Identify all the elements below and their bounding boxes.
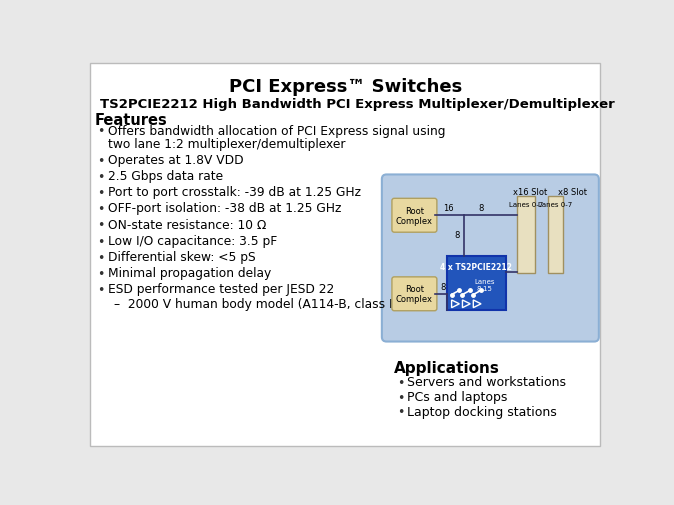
Text: –  2000 V human body model (A114-B, class II): – 2000 V human body model (A114-B, class… — [114, 297, 401, 310]
Text: TS2PCIE2212 High Bandwidth PCI Express Multiplexer/Demultiplexer: TS2PCIE2212 High Bandwidth PCI Express M… — [100, 97, 615, 111]
Text: Lanes 0-7: Lanes 0-7 — [539, 201, 573, 207]
FancyBboxPatch shape — [382, 175, 599, 342]
Text: Laptop docking stations: Laptop docking stations — [406, 405, 557, 418]
Text: •: • — [98, 219, 104, 232]
Text: ESD performance tested per JESD 22: ESD performance tested per JESD 22 — [107, 283, 334, 295]
Text: •: • — [98, 235, 104, 248]
Text: •: • — [98, 251, 104, 264]
Bar — [517, 196, 535, 274]
Text: OFF-port isolation: -38 dB at 1.25 GHz: OFF-port isolation: -38 dB at 1.25 GHz — [107, 202, 341, 215]
FancyBboxPatch shape — [392, 199, 437, 233]
Bar — [548, 196, 563, 274]
Text: 8: 8 — [454, 231, 460, 239]
Text: 16: 16 — [443, 204, 454, 213]
Text: two lane 1:2 multiplexer/demultiplexer: two lane 1:2 multiplexer/demultiplexer — [107, 137, 345, 150]
FancyBboxPatch shape — [447, 257, 506, 311]
Text: •: • — [98, 171, 104, 183]
Text: •: • — [98, 283, 104, 296]
Text: Offers bandwidth allocation of PCI Express signal using: Offers bandwidth allocation of PCI Expre… — [107, 124, 445, 137]
Text: •: • — [98, 187, 104, 199]
Text: 4 x TS2PCIE2212: 4 x TS2PCIE2212 — [441, 263, 512, 272]
Text: Low I/O capacitance: 3.5 pF: Low I/O capacitance: 3.5 pF — [107, 234, 277, 247]
Text: 8: 8 — [441, 282, 446, 291]
Text: Root
Complex: Root Complex — [396, 206, 433, 226]
Text: •: • — [398, 376, 404, 389]
Text: Operates at 1.8V VDD: Operates at 1.8V VDD — [107, 154, 243, 167]
Text: Differential skew: <5 pS: Differential skew: <5 pS — [107, 250, 255, 264]
Text: Lanes
8-15: Lanes 8-15 — [474, 278, 495, 291]
Text: •: • — [98, 267, 104, 280]
FancyBboxPatch shape — [392, 277, 437, 311]
FancyBboxPatch shape — [90, 64, 601, 446]
Text: PCI Express™ Switches: PCI Express™ Switches — [228, 77, 462, 95]
Text: 2.5 Gbps data rate: 2.5 Gbps data rate — [107, 170, 222, 183]
Text: x8 Slot: x8 Slot — [558, 187, 587, 196]
Text: Applications: Applications — [394, 360, 500, 375]
Text: x16 Slot: x16 Slot — [513, 187, 547, 196]
Text: Root
Complex: Root Complex — [396, 284, 433, 304]
Text: •: • — [98, 125, 104, 138]
Text: PCs and laptops: PCs and laptops — [406, 390, 507, 403]
Text: 8: 8 — [479, 204, 484, 213]
Text: Port to port crosstalk: -39 dB at 1.25 GHz: Port to port crosstalk: -39 dB at 1.25 G… — [107, 186, 361, 199]
Text: •: • — [98, 155, 104, 167]
Text: Minimal propagation delay: Minimal propagation delay — [107, 267, 271, 280]
Text: •: • — [98, 203, 104, 216]
Text: •: • — [398, 406, 404, 419]
Text: •: • — [398, 391, 404, 404]
Text: Lanes 0-7: Lanes 0-7 — [509, 201, 543, 207]
Text: ON-state resistance: 10 Ω: ON-state resistance: 10 Ω — [107, 218, 266, 231]
Text: Features: Features — [95, 113, 168, 128]
Text: Servers and workstations: Servers and workstations — [406, 376, 565, 389]
